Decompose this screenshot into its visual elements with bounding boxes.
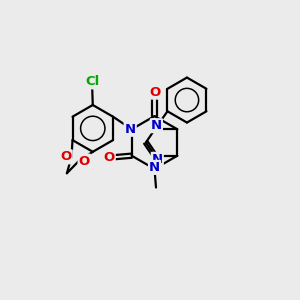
Text: N: N [149, 161, 160, 174]
Text: N: N [151, 119, 162, 132]
Text: O: O [61, 150, 72, 163]
Text: O: O [149, 85, 160, 99]
Text: N: N [152, 153, 163, 166]
Text: O: O [79, 154, 90, 167]
Text: O: O [103, 151, 115, 164]
Text: Cl: Cl [85, 75, 99, 88]
Text: N: N [124, 123, 136, 136]
